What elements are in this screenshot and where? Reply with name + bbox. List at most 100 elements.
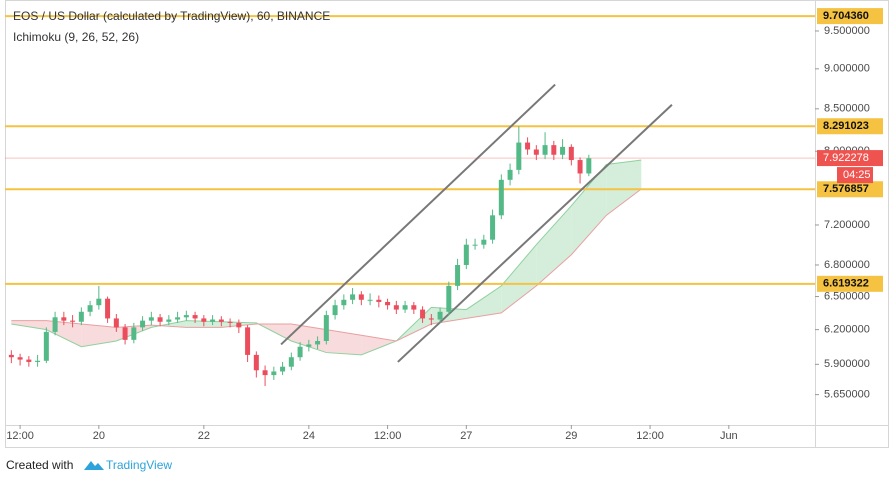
candle-body — [8, 354, 14, 358]
candle-body — [271, 371, 277, 376]
candle-body — [385, 301, 391, 306]
candle-body — [113, 318, 119, 328]
level-tag — [817, 8, 883, 25]
candle-body — [253, 354, 259, 371]
trend-line — [280, 83, 556, 346]
x-tick-label: 12:00 — [636, 430, 664, 442]
candle-body — [411, 305, 417, 310]
candle-body — [210, 319, 216, 322]
candle-body — [26, 359, 32, 362]
cloud-segment — [81, 323, 117, 347]
candle-body — [175, 317, 181, 320]
plot-layer — [5, 15, 815, 387]
candle-body — [306, 344, 312, 347]
candle-body — [148, 317, 154, 321]
y-tick-label: 6.200000 — [824, 324, 870, 336]
cloud-span-a — [11, 159, 642, 356]
candle-body — [341, 299, 347, 306]
level-tag — [817, 118, 883, 135]
candle-body — [236, 322, 242, 328]
y-tick-label: 8.500000 — [824, 103, 870, 115]
candle-body — [402, 305, 408, 310]
x-tick-label: 27 — [460, 430, 472, 442]
candle-body — [542, 145, 548, 155]
level-label: 6.619322 — [823, 278, 869, 290]
candle-body — [507, 169, 513, 180]
candle-body — [560, 146, 566, 155]
candle-body — [516, 142, 522, 170]
candle-body — [577, 160, 583, 174]
candle-body — [358, 294, 364, 300]
x-tick-label: Jun — [720, 430, 738, 442]
cloud-segment — [11, 320, 47, 330]
candle-body — [140, 320, 146, 328]
candle-body — [332, 305, 338, 316]
candle-body — [367, 299, 373, 301]
candle-body — [61, 317, 67, 321]
cloud-segment — [361, 335, 397, 355]
countdown-tag — [837, 167, 873, 184]
candle-body — [297, 346, 303, 358]
candle-body — [446, 285, 452, 312]
candle-body — [166, 319, 172, 322]
candle-body — [17, 357, 23, 360]
candle-body — [323, 315, 329, 341]
cloud-segment — [571, 164, 607, 255]
tv-logo — [84, 461, 104, 470]
x-tick-label: 20 — [93, 430, 105, 442]
candle-body — [87, 305, 93, 312]
candle-body — [70, 320, 76, 322]
candle-body — [227, 321, 233, 323]
cloud-segment — [466, 285, 502, 319]
candle-body — [43, 331, 49, 361]
y-tick-label: 5.900000 — [824, 358, 870, 370]
candle-body — [455, 264, 461, 286]
candle-body — [481, 239, 487, 245]
candle-body — [201, 318, 207, 322]
x-tick-label: 22 — [198, 430, 210, 442]
y-tick-label: 6.500000 — [824, 290, 870, 302]
candle-body — [157, 317, 163, 322]
y-tick-label: 6.800000 — [824, 259, 870, 271]
trend-line — [397, 103, 673, 363]
candle-body — [586, 158, 592, 174]
cloud-segment — [606, 160, 642, 216]
candle-body — [315, 340, 321, 345]
level-tag — [817, 181, 883, 198]
chart-title: EOS / US Dollar (calculated by TradingVi… — [13, 9, 330, 23]
candle-body — [498, 179, 504, 216]
candle-body — [262, 370, 268, 376]
candle-body — [183, 315, 189, 318]
cloud-segment — [151, 320, 187, 328]
level-label: 7.576857 — [823, 183, 869, 195]
cloud-segment — [501, 244, 537, 313]
candle-body — [78, 311, 84, 322]
candle-body — [105, 298, 111, 319]
candle-body — [393, 305, 399, 310]
candle-body — [96, 298, 102, 306]
candle-body — [122, 327, 128, 340]
y-tick-label: 7.200000 — [824, 219, 870, 231]
candle-body — [35, 360, 41, 362]
candle-body — [568, 146, 574, 161]
candle-body — [350, 294, 356, 300]
indicator-label: Ichimoku (9, 26, 52, 26) — [13, 30, 139, 44]
candle-body — [52, 317, 58, 332]
level-tag — [817, 275, 883, 292]
x-tick-label: 12:00 — [374, 430, 402, 442]
footer-brand[interactable]: TradingView — [106, 458, 172, 472]
level-label: 9.704360 — [823, 10, 869, 22]
candle-body — [192, 315, 198, 319]
candle-body — [288, 357, 294, 367]
candle-body — [490, 215, 496, 240]
frame — [5, 0, 889, 448]
x-tick-label: 24 — [303, 430, 315, 442]
candle-body — [280, 366, 286, 372]
candle-body — [463, 244, 469, 265]
footer-prefix: Created with — [6, 458, 73, 472]
candle-body — [533, 149, 539, 155]
cloud-segment — [536, 205, 572, 286]
candle-body — [428, 318, 434, 320]
y-tick-label: 5.650000 — [824, 389, 870, 401]
